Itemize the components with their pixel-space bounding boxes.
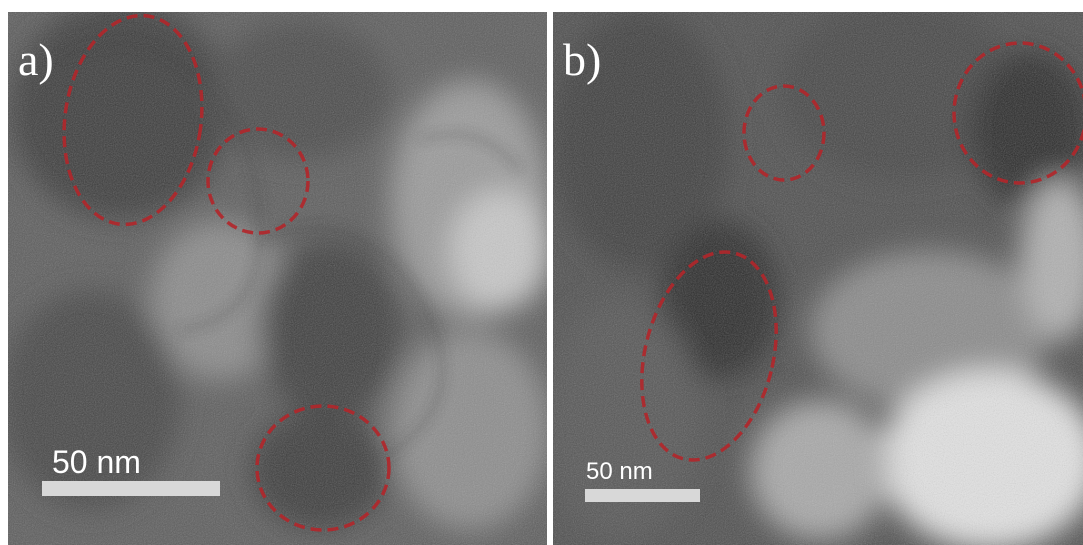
panel-b: b) 50 nm [540,0,1083,545]
panel-a: a) 50 nm [0,0,550,545]
panel-divider [547,12,553,545]
scale-bar-label: 50 nm [586,458,653,485]
panel-label: a) [18,34,54,85]
scale-bar [42,481,220,496]
figure: a) 50 nm b) 50 nm [0,0,1083,545]
scale-bar-label: 50 nm [52,444,141,480]
scale-bar [585,489,700,502]
panel-label: b) [563,34,601,85]
